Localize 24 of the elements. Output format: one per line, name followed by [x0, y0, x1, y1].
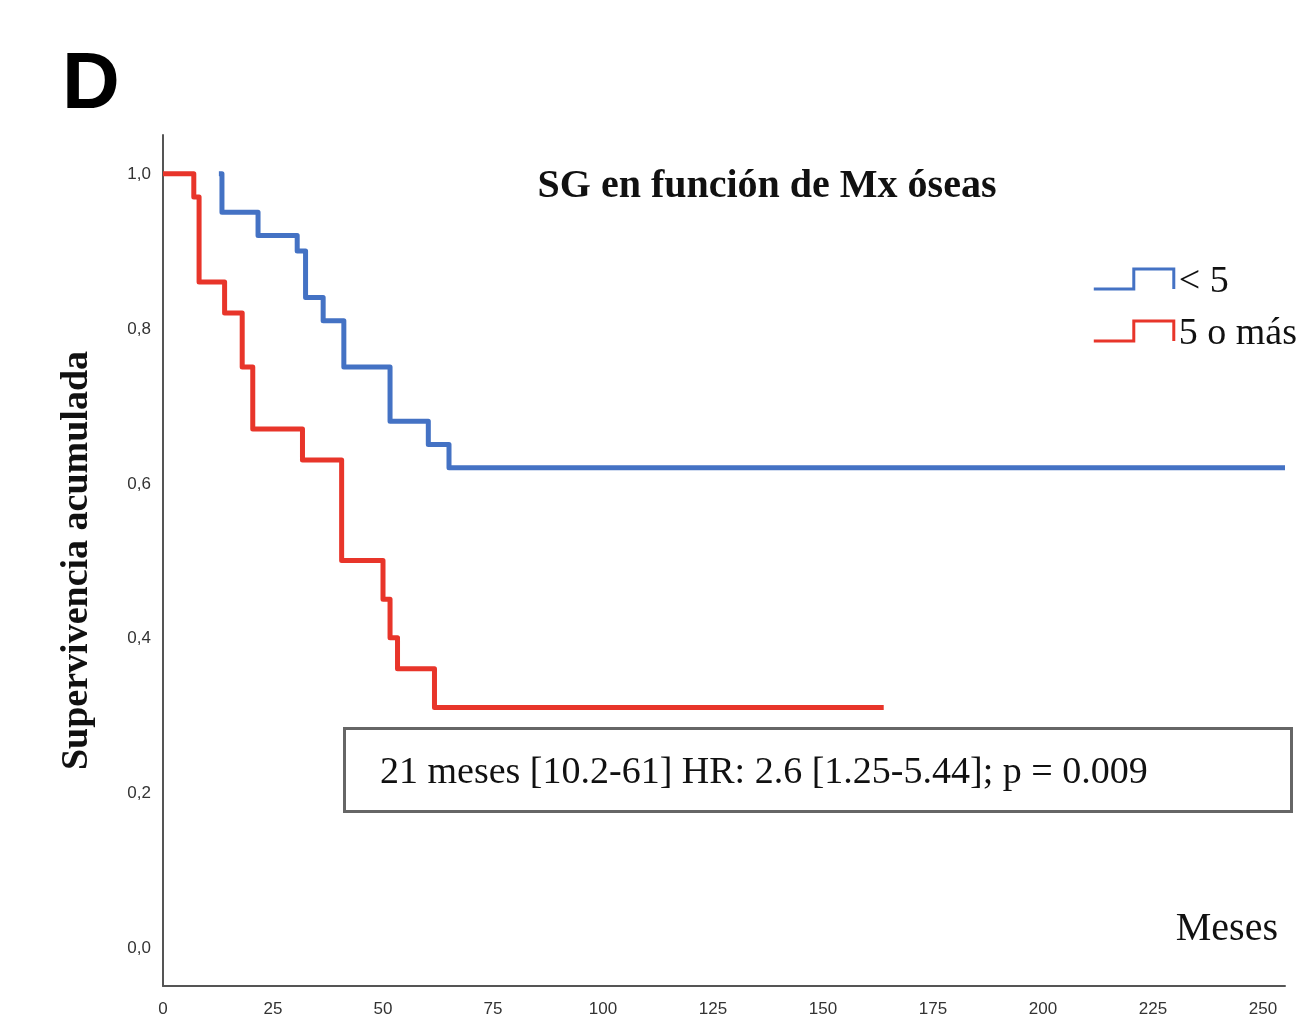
x-tick-label: 0 [158, 999, 168, 1017]
y-tick-label: 0,4 [127, 628, 151, 648]
x-axis-title: Meses [1175, 903, 1278, 949]
x-tick-label: 250 [1248, 999, 1278, 1017]
y-tick-label: 0,0 [127, 937, 151, 957]
y-tick-label: 0,6 [127, 473, 151, 493]
x-tick-label: 200 [1028, 999, 1058, 1017]
x-tick-label: 175 [918, 999, 948, 1017]
legend-label: 5 o más [1178, 310, 1298, 352]
y-tick-label: 1,0 [127, 164, 151, 184]
note-box: 21 meses [10.2-61] HR: 2.6 [1.25-5.44]; p = 0.009 [343, 727, 1293, 813]
x-tick-label: 150 [808, 999, 838, 1017]
x-tick-label: 50 [373, 999, 393, 1017]
x-tick-label: 125 [698, 999, 728, 1017]
text: D [62, 36, 120, 126]
y-tick-label: 0,2 [127, 783, 151, 803]
text: SG en función de Mx óseas [537, 160, 997, 206]
x-tick-label: 225 [1138, 999, 1168, 1017]
y-axis-title: Supervivencia acumulada [53, 350, 95, 771]
x-tick-label: 100 [588, 999, 618, 1017]
x-tick-label: 25 [263, 999, 283, 1017]
y-tick-label: 0,8 [127, 318, 151, 338]
legend-label: < 5 [1178, 258, 1229, 300]
x-tick-label: 75 [483, 999, 503, 1017]
